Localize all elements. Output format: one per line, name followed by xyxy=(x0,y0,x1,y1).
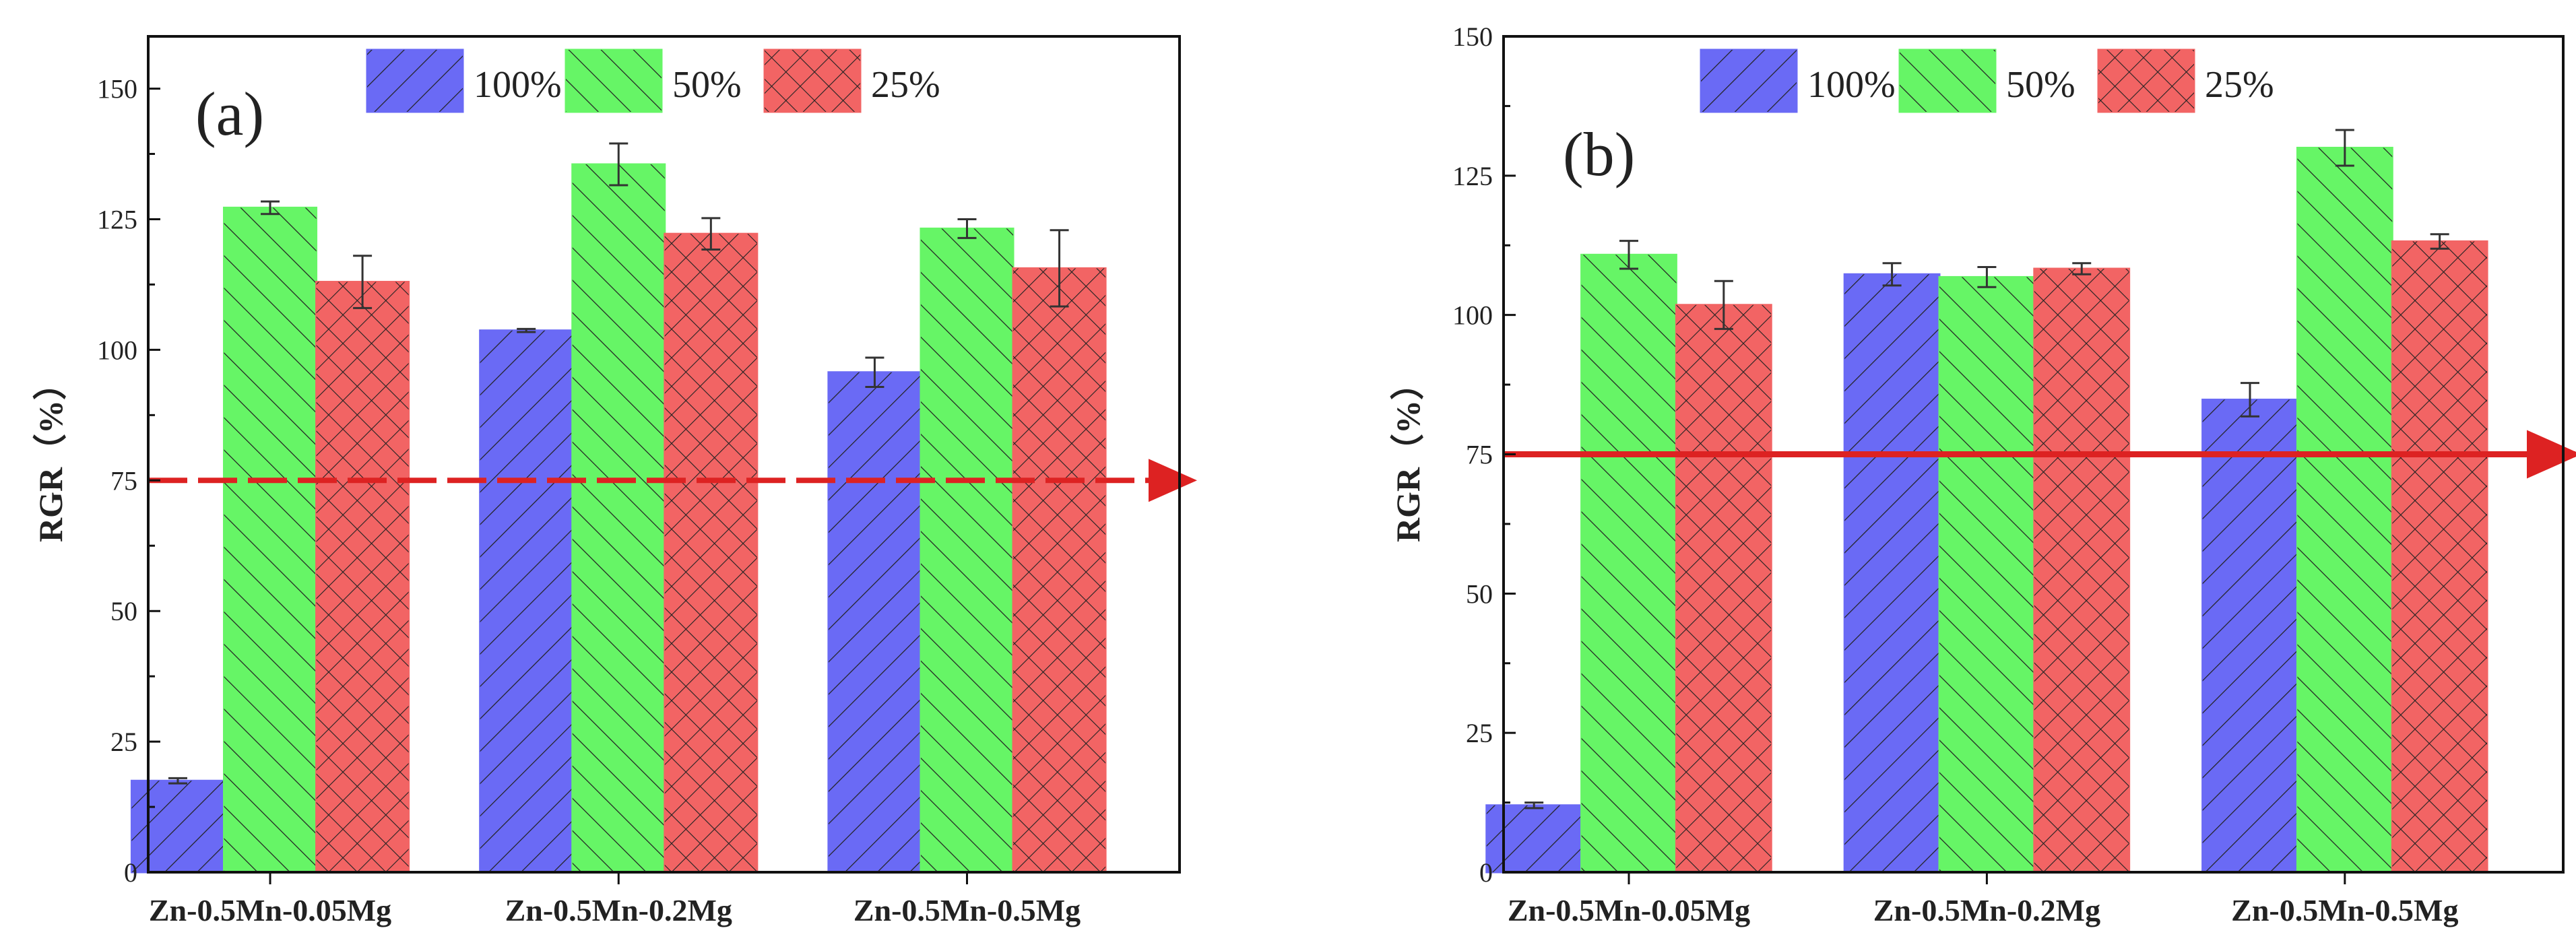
x-tick-label: Zn-0.5Mn-0.2Mg xyxy=(505,893,732,927)
legend-label: 25% xyxy=(2205,64,2274,106)
bar-hatch xyxy=(131,781,224,872)
legend-label: 100% xyxy=(474,64,562,106)
legend-swatch-hatch xyxy=(1701,50,1797,112)
axes-frame xyxy=(147,35,1181,874)
y-tick-label: 125 xyxy=(97,204,137,234)
x-tick-label: Zn-0.5Mn-0.05Mg xyxy=(149,893,391,927)
bar-hatch xyxy=(664,234,757,872)
x-tick-label: Zn-0.5Mn-0.5Mg xyxy=(2231,893,2458,927)
legend-label: 25% xyxy=(871,64,940,106)
legend-label: 50% xyxy=(2006,64,2075,106)
bar-hatch xyxy=(1844,274,1940,872)
bar-hatch xyxy=(828,372,921,872)
bar-hatch xyxy=(572,164,665,873)
panel-label: (b) xyxy=(1563,120,1635,189)
bar-hatch xyxy=(224,207,317,872)
legend-label: 100% xyxy=(1807,64,1896,106)
y-tick-label: 25 xyxy=(110,727,137,757)
panel-label: (a) xyxy=(195,79,264,148)
bar-hatch xyxy=(316,282,409,872)
y-tick-label: 100 xyxy=(1452,300,1493,331)
legend-swatch-hatch xyxy=(566,50,662,112)
legend-swatch-hatch xyxy=(1900,50,1995,112)
y-tick-label: 125 xyxy=(1452,161,1493,191)
legend-swatch-hatch xyxy=(2098,50,2194,112)
bar-hatch xyxy=(2392,241,2488,872)
legend-label: 50% xyxy=(672,64,742,106)
bar-hatch xyxy=(1939,277,2034,873)
y-tick-label: 150 xyxy=(1452,22,1493,52)
bar-hatch xyxy=(920,228,1014,872)
y-tick-label: 100 xyxy=(97,335,137,365)
y-tick-label: 0 xyxy=(124,857,137,888)
y-tick-label: 50 xyxy=(1466,579,1493,609)
y-tick-label: 75 xyxy=(1466,440,1493,470)
y-tick-label: 75 xyxy=(110,465,137,496)
bar-hatch xyxy=(1676,304,1772,872)
panel-b: 0 25 50 75 100 125 150 Zn-0.5Mn-0.05Mg Zn-0.5Mn-… xyxy=(1389,22,2576,927)
x-tick-label: Zn-0.5Mn-0.05Mg xyxy=(1508,893,1750,927)
y-tick-label: 50 xyxy=(110,596,137,626)
y-axis-label: RGR（%） xyxy=(32,366,69,542)
bar-hatch xyxy=(2034,268,2129,872)
bar-hatch xyxy=(480,330,573,872)
bar-hatch xyxy=(1013,268,1106,872)
y-tick-label: 25 xyxy=(1466,718,1493,748)
bar-hatch xyxy=(1581,255,1677,872)
bar-hatch xyxy=(1486,805,1582,872)
y-tick-label: 0 xyxy=(1479,857,1493,888)
panel-a: 0 25 50 75 100 125 150 Zn-0.5Mn-0.05Mg Zn-0.5Mn-… xyxy=(32,35,1197,927)
x-tick-label: Zn-0.5Mn-0.2Mg xyxy=(1873,893,2100,927)
y-tick-label: 150 xyxy=(97,74,137,104)
legend-swatch-hatch xyxy=(765,50,860,112)
bar-hatch xyxy=(2297,147,2393,872)
y-axis-label: RGR（%） xyxy=(1389,366,1427,542)
x-tick-label: Zn-0.5Mn-0.5Mg xyxy=(854,893,1081,927)
bar-hatch xyxy=(2202,399,2298,872)
legend-swatch-hatch xyxy=(367,50,463,112)
